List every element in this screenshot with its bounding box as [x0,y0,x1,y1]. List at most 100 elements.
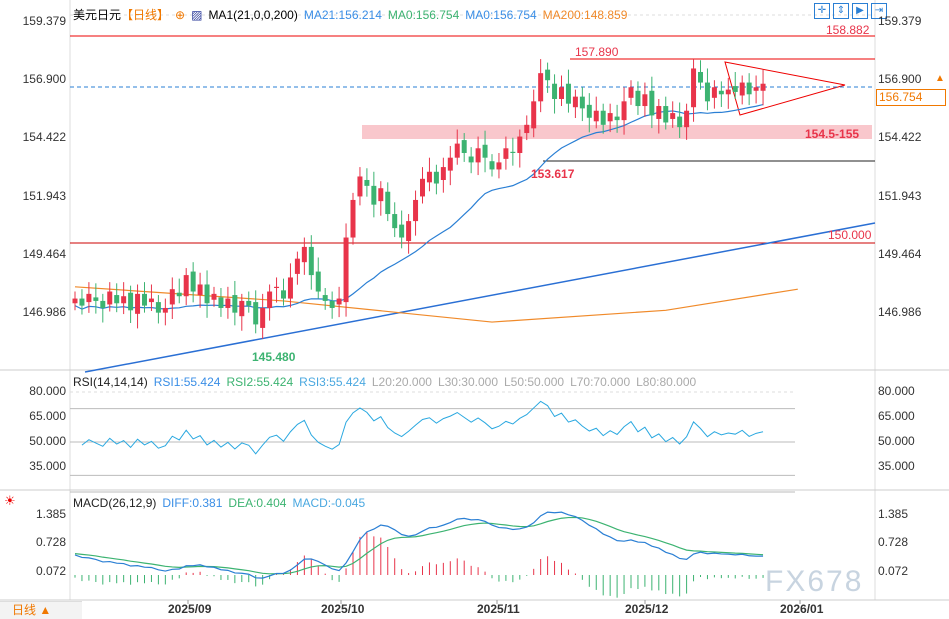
rsi2-value: RSI2:55.424 [226,375,294,389]
ma21-value: MA21:156.214 [303,8,382,22]
candle [406,221,412,242]
candle [385,191,391,215]
settings-sun-icon[interactable]: ☀ [4,493,16,508]
candle [128,292,134,311]
candle [649,90,655,116]
chart-header: 美元日元【日线】 ⊕ ▨ MA1(21,0,0,200) MA21:156.214 MA0… [73,6,633,23]
candle [496,162,502,170]
candle [162,307,168,313]
level150-label: 150.000 [828,228,872,242]
date-label: 2025/09 [168,602,212,616]
macd-tick-right: 1.385 [878,506,909,521]
scroll-end-icon[interactable]: ⇥ [871,3,887,19]
diff-line [74,511,764,579]
candle [475,148,481,163]
candle [732,86,738,92]
candle [301,246,307,263]
rsi-tick-right: 65.000 [878,409,915,423]
indicator-name: MA1(21,0,0,200) [208,8,298,22]
zoom-fit-icon[interactable]: ⇕ [833,3,849,19]
candle [371,185,377,205]
candle [121,296,127,304]
dea-line [74,516,764,575]
candle [308,246,314,276]
arrow-up-icon[interactable]: ▲ [935,73,945,84]
date-label: 2025/11 [477,602,520,616]
dea-value: DEA:0.404 [228,496,287,510]
candle [440,167,446,180]
candle [677,116,683,128]
rsi-tick-right: 50.000 [878,434,915,448]
rsi-tick-right: 80.000 [878,384,915,398]
ma200-value: MA200:148.859 [542,8,628,22]
l70-value: L70:70.000 [570,375,631,389]
date-label: 2026/01 [780,602,824,616]
candle [246,300,252,306]
crosshair-icon[interactable]: ⊕ [175,8,186,22]
candle [593,110,599,122]
candle [635,90,641,107]
candle [531,101,537,129]
candle [746,82,752,95]
candle [552,83,558,99]
price-tick-left: 151.943 [22,188,66,203]
candle [315,271,321,292]
min-label: 145.480 [252,350,296,364]
candle [711,87,717,98]
price-tick-right: 159.379 [878,14,922,28]
candle [517,136,523,153]
candle [142,293,147,306]
rsi-tick-right: 35.000 [878,459,915,473]
candle [350,199,356,238]
candle [572,96,578,108]
trendline [84,222,876,373]
candle [426,171,432,183]
macd-tick-right: 0.072 [878,563,909,578]
rsi1-value: RSI1:55.424 [153,375,221,389]
candle [336,298,342,305]
candle [461,140,467,153]
candle [413,199,419,222]
candle [739,82,745,96]
indicator-icon[interactable]: ▨ [191,8,203,22]
low-label: 153.617 [531,167,575,181]
play-icon[interactable]: ▶ [852,3,868,19]
candle [454,143,460,158]
candle [225,298,231,308]
ma0-value: MA0:156.754 [387,8,460,22]
candle [135,293,141,314]
macd-tick-right: 0.728 [878,535,909,550]
candle [329,300,335,308]
candle [239,300,245,317]
price-tick-right: 146.986 [878,304,922,319]
candle [211,293,217,300]
crosshair-tool-icon[interactable]: ✛ [814,3,830,19]
rsi-tick-left: 35.000 [29,459,66,473]
price-tick-left: 159.379 [22,14,66,28]
period-button-label: 日线 [12,603,37,617]
candle [545,69,551,81]
candle [399,224,405,238]
candle [274,286,280,289]
candle [565,83,571,104]
candle [524,124,530,134]
rsi3-value: RSI3:55.424 [299,375,366,389]
ma200-line [74,286,798,323]
diff-value: DIFF:0.381 [162,496,223,510]
period-button[interactable]: 日线 ▲ [0,601,82,619]
level158-label: 158.882 [826,23,870,37]
l30-value: L30:30.000 [437,375,498,389]
price-tick-left: 156.900 [22,72,66,87]
candle [600,110,606,125]
macd-tick-left: 1.385 [35,506,66,521]
candle [378,188,384,202]
candle [656,106,662,119]
candle [482,144,488,158]
candle [190,271,196,292]
candle [232,295,238,313]
l50-value: L50:50.000 [504,375,565,389]
candle [642,94,648,107]
candle [698,71,703,83]
watermark: FX678 [765,565,864,598]
